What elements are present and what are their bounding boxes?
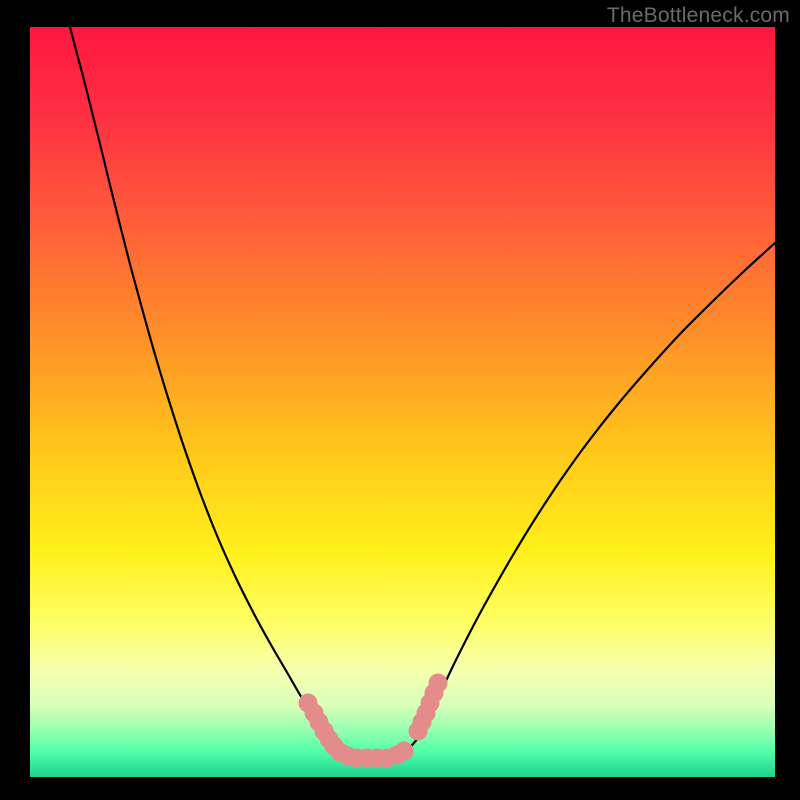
accent-dot: [429, 674, 448, 693]
plot-background: [30, 27, 775, 777]
accent-dot: [395, 742, 414, 761]
bottleneck-chart: [0, 0, 800, 800]
watermark-text: TheBottleneck.com: [607, 4, 790, 28]
